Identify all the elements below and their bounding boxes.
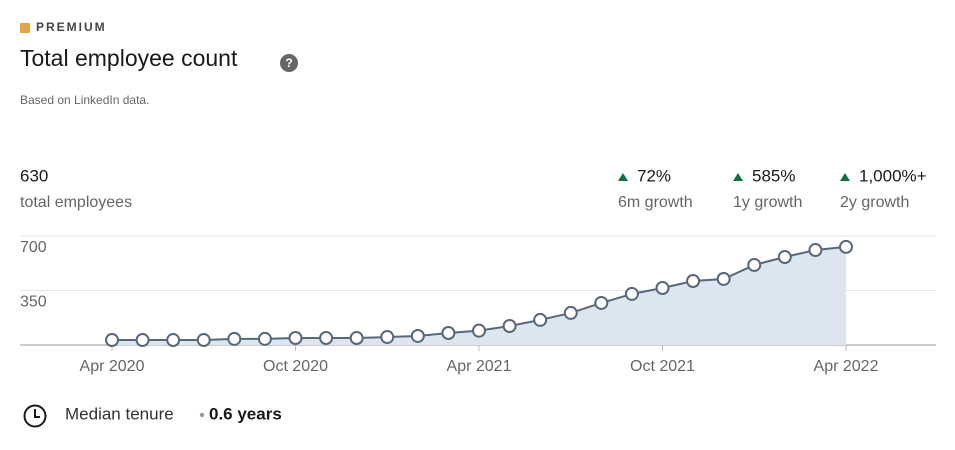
growth-label: 6m growth bbox=[618, 194, 693, 211]
total-value: 630 bbox=[20, 166, 48, 185]
point bbox=[257, 331, 272, 346]
point bbox=[808, 243, 823, 258]
point bbox=[166, 333, 181, 348]
x-tick-label: Apr 2021 bbox=[447, 358, 512, 375]
point bbox=[502, 319, 517, 334]
title: Total employee count bbox=[20, 45, 238, 71]
x-tick-label: Oct 2020 bbox=[263, 358, 328, 375]
help-glyph[interactable]: ? bbox=[285, 56, 292, 70]
point bbox=[349, 330, 364, 345]
clock-hands bbox=[34, 409, 40, 418]
subtitle: Based on LinkedIn data. bbox=[20, 93, 149, 107]
point bbox=[655, 281, 670, 296]
point bbox=[472, 323, 486, 338]
premium-icon bbox=[20, 23, 30, 33]
x-tick-label: Apr 2022 bbox=[814, 358, 879, 375]
y-tick-label: 700 bbox=[20, 239, 47, 256]
point bbox=[288, 330, 303, 345]
point bbox=[839, 239, 853, 254]
point bbox=[380, 330, 395, 345]
point bbox=[319, 330, 334, 345]
point bbox=[594, 295, 609, 310]
growth-arrow bbox=[733, 173, 743, 181]
help-icon[interactable] bbox=[280, 54, 298, 72]
area-fill bbox=[112, 246, 846, 345]
growth-arrow bbox=[618, 173, 628, 181]
premium-badge: PREMIUM bbox=[36, 20, 107, 34]
point bbox=[624, 286, 639, 301]
point bbox=[563, 305, 578, 320]
growth-arrow bbox=[840, 173, 850, 181]
point bbox=[533, 312, 548, 327]
tenure-label: Median tenure bbox=[65, 404, 174, 423]
growth-label: 2y growth bbox=[840, 194, 909, 211]
x-tick-label: Oct 2021 bbox=[630, 358, 695, 375]
point bbox=[105, 333, 119, 348]
point bbox=[196, 333, 211, 348]
growth-value: 1,000%+ bbox=[859, 166, 927, 185]
x-tick-label: Apr 2020 bbox=[80, 358, 145, 375]
point bbox=[227, 331, 242, 346]
growth-value: 72% bbox=[637, 166, 671, 185]
y-tick-label: 350 bbox=[20, 294, 47, 311]
point bbox=[135, 333, 150, 348]
point bbox=[410, 328, 425, 343]
tenure-value: 0.6 years bbox=[209, 404, 282, 423]
point bbox=[777, 250, 792, 265]
point bbox=[747, 257, 762, 272]
point bbox=[441, 326, 456, 341]
growth-label: 1y growth bbox=[733, 194, 802, 211]
total-label: total employees bbox=[20, 194, 132, 211]
growth-value: 585% bbox=[752, 166, 795, 185]
clock-icon bbox=[23, 404, 47, 428]
separator bbox=[199, 412, 205, 418]
point bbox=[716, 271, 731, 286]
point bbox=[686, 274, 701, 289]
